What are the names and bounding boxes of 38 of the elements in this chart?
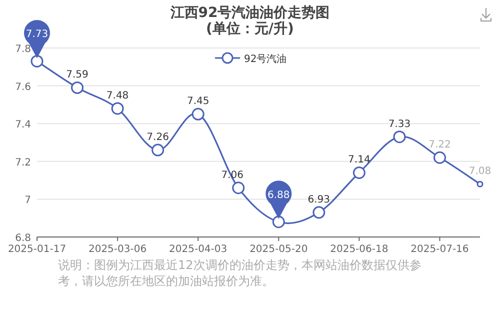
point (30, 54, 44, 68)
point (71, 81, 84, 94)
point (111, 102, 124, 115)
point (393, 130, 406, 144)
chart-subtitle: (单位：元/升) (206, 20, 294, 37)
data-label: 7.14 (348, 154, 370, 166)
data-label: 7.22 (428, 140, 451, 151)
data-label: 7.59 (66, 70, 88, 81)
x-tick-label: 2025-06-18 (330, 244, 388, 255)
point (192, 108, 204, 120)
data-label: 6.93 (308, 194, 330, 206)
data-label: 7.48 (106, 90, 129, 102)
y-tick-label: 7.4 (15, 120, 31, 131)
point (352, 166, 366, 179)
y-tick-label: 7.2 (15, 157, 31, 168)
point (312, 206, 326, 219)
data-label: 7.45 (186, 96, 210, 108)
x-tick-label: 2025-01-17 (8, 244, 66, 255)
point (433, 151, 446, 164)
x-tick-label: 2025-04-03 (169, 244, 228, 255)
legend-label: 92号汽油 (244, 53, 287, 65)
point (272, 216, 285, 228)
y-tick-label: 6.8 (15, 233, 31, 244)
x-tick-label: 2025-05-20 (250, 244, 308, 255)
text: 说明：图例为江西最近12次调价的油价走势，本网站油价数据仅供参考，请以您所在地区的加油站报价为准。 (58, 257, 422, 289)
y-tick-label: 7.6 (15, 82, 31, 93)
y-tick-label: 7 (24, 195, 31, 206)
data-label: 7.08 (468, 166, 492, 178)
data-label: 6.88 (268, 190, 290, 201)
chart-title: 江西92号汽油油价走势图 (169, 5, 330, 21)
data-label: 7.26 (146, 132, 169, 144)
x-tick-label: 2025-07-16 (410, 244, 469, 255)
y-tick-label: 7.8 (15, 44, 31, 55)
x-tick-label: 2025-03-06 (88, 244, 147, 255)
point (232, 182, 245, 194)
point (152, 144, 164, 156)
data-label: 7.73 (26, 29, 48, 40)
data-label: 7.33 (388, 118, 411, 130)
